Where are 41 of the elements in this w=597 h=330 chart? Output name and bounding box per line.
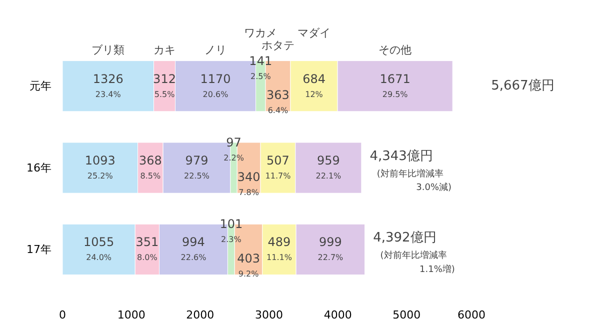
x-tick-label: 1000	[117, 308, 146, 322]
y-tick-label: 元年	[30, 80, 52, 93]
data-label: 1093 25.2%	[84, 154, 116, 180]
data-label: 999 22.7%	[318, 235, 344, 262]
data-label: 684 12%	[302, 72, 326, 99]
data-label: 1671 29.5%	[380, 72, 410, 99]
data-label: 1170 20.6%	[200, 72, 231, 99]
data-label: 959 22.1%	[316, 154, 342, 180]
data-label: 403 9.2%	[237, 252, 260, 278]
x-tick-label: 6000	[458, 308, 486, 322]
data-label: 97 2.2%	[224, 136, 244, 162]
data-label: 979 22.5%	[184, 154, 210, 180]
x-tick-label: 2000	[186, 308, 214, 322]
data-label: 507 11.7%	[265, 154, 292, 180]
series-label: ブリ類	[92, 44, 125, 57]
data-label: 1055 24.0%	[84, 235, 114, 262]
total-label: 4,392億円 (対前年比増減率 1.1%増)	[373, 230, 455, 275]
x-tick-label: 5000	[392, 308, 421, 322]
series-label: マダイ	[298, 26, 331, 40]
data-label: 141 2.5%	[249, 54, 272, 81]
data-label: 368 8.5%	[138, 154, 162, 180]
x-tick-label: 4000	[324, 308, 352, 322]
y-tick-label: 16年	[26, 161, 52, 174]
total-label: 5,667億円	[491, 78, 554, 94]
series-label: その他	[378, 44, 412, 57]
text: ワカメ	[244, 26, 278, 40]
data-label: 489 11.1%	[266, 235, 292, 262]
series-label: ノリ	[204, 44, 227, 57]
data-label: 363 6.4%	[266, 88, 290, 116]
data-label: 1326 23.4%	[92, 72, 124, 99]
data-label: 101 2.3%	[220, 217, 243, 244]
data-label: 351 8.0%	[136, 235, 159, 262]
series-label: カキ	[154, 44, 176, 57]
y-tick-label: 17年	[26, 242, 52, 256]
x-tick-label: 0	[59, 308, 66, 322]
x-tick-label: 3000	[255, 308, 284, 322]
data-label: 340 7.8%	[237, 170, 260, 197]
series-label: ホタテ	[261, 38, 294, 52]
data-label: 994 22.6%	[180, 235, 207, 262]
data-label: 312 5.5%	[153, 72, 176, 99]
total-label: 4,343億円 (対前年比増減率 3.0%減)	[370, 148, 452, 194]
